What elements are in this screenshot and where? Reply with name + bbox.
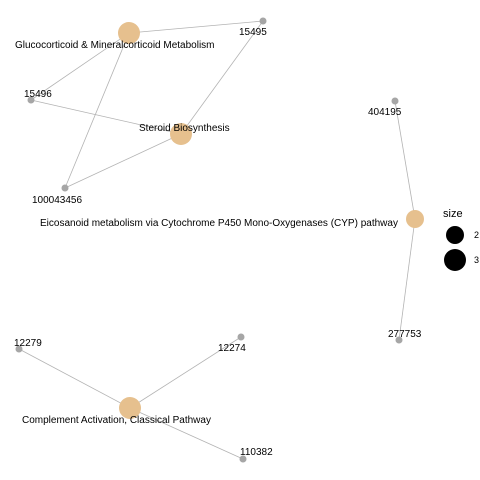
gene-label-15496: 15496 xyxy=(24,89,52,100)
edge-glucocorticoid-100043456 xyxy=(64,32,130,189)
legend-dot-2 xyxy=(446,226,464,244)
gene-label-15495: 15495 xyxy=(239,27,267,38)
legend-label-2: 2 xyxy=(474,230,479,240)
pathway-label-complement: Complement Activation, Classical Pathway xyxy=(22,415,211,426)
edge-glucocorticoid-15495 xyxy=(128,20,264,34)
gene-label-100043456: 100043456 xyxy=(32,195,82,206)
gene-node-12279 xyxy=(15,345,23,353)
edge-complement-110382 xyxy=(129,407,244,460)
nodes-layer xyxy=(15,17,424,463)
gene-node-277753 xyxy=(395,336,403,344)
pathway-node-complement xyxy=(119,397,141,419)
edge-steroid-15495 xyxy=(180,20,264,135)
size-legend: size 2 3 xyxy=(443,208,479,271)
gene-node-100043456 xyxy=(61,184,69,192)
labels-layer: 15495 15496 100043456 404195 277753 12279 1227… xyxy=(14,27,422,458)
gene-node-110382 xyxy=(239,455,247,463)
gene-label-110382: 110382 xyxy=(240,447,273,458)
edge-complement-12279 xyxy=(18,348,131,409)
edge-steroid-15496 xyxy=(30,99,182,135)
pathway-label-eicosanoid: Eicosanoid metabolism via Cytochrome P45… xyxy=(40,218,398,229)
edges-layer xyxy=(18,20,416,460)
legend-dot-3 xyxy=(444,249,466,271)
gene-node-15496 xyxy=(27,96,35,104)
gene-label-12279: 12279 xyxy=(14,338,42,349)
gene-label-12274: 12274 xyxy=(218,343,246,354)
legend-label-3: 3 xyxy=(474,255,479,265)
gene-label-277753: 277753 xyxy=(388,329,422,340)
edge-steroid-100043456 xyxy=(64,133,182,189)
legend-title: size xyxy=(443,208,463,220)
pathway-node-steroid xyxy=(170,123,192,145)
pathway-node-glucocorticoid xyxy=(118,22,140,44)
pathway-label-glucocorticoid: Glucocorticoid & Mineralcorticoid Metabo… xyxy=(15,40,215,51)
pathway-label-steroid: Steroid Biosynthesis xyxy=(139,123,230,134)
edge-glucocorticoid-15496 xyxy=(30,32,130,101)
edge-eicosanoid-404195 xyxy=(394,100,416,220)
gene-label-404195: 404195 xyxy=(368,107,402,118)
gene-node-15495 xyxy=(259,17,267,25)
pathway-node-eicosanoid xyxy=(406,210,424,228)
edge-complement-12274 xyxy=(129,336,242,409)
gene-node-12274 xyxy=(237,333,245,341)
edge-eicosanoid-277753 xyxy=(398,218,416,341)
gene-node-404195 xyxy=(391,97,399,105)
